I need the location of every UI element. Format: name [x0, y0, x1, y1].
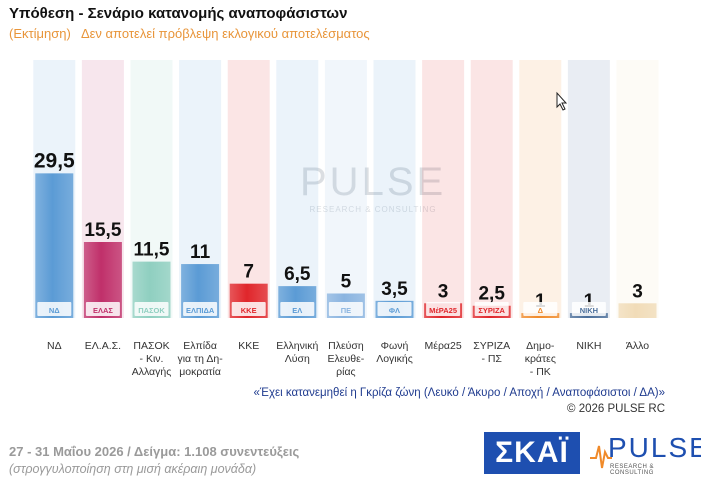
bar-bg-6 [324, 60, 367, 318]
tick-label-10-0: Δημο- [526, 340, 555, 352]
party-logo-bg-0 [37, 302, 72, 316]
bar-bg-8 [422, 60, 465, 318]
party-logo-bg-6 [328, 302, 363, 316]
tick-label-9-1: - ΠΣ [481, 353, 502, 365]
party-logo-bg-1 [85, 302, 120, 316]
party-logo-bg-9 [474, 302, 509, 316]
party-logo-11: ΝΙΚΗ [580, 306, 598, 315]
value-label-2: 11,5 [134, 240, 170, 261]
party-logo-bg-10 [523, 302, 558, 316]
pulse-wave-icon [590, 445, 612, 469]
skai-logo: ΣΚΑΪ [484, 432, 580, 474]
tick-label-2-0: ΠΑΣΟΚ [133, 340, 169, 352]
value-label-1: 15,5 [84, 220, 121, 241]
party-logo-1: ΕΛΑΣ [93, 306, 113, 315]
tick-label-1-0: ΕΛ.Α.Σ. [85, 340, 121, 352]
value-label-10: 1 [535, 291, 546, 312]
tick-label-11-0: ΝΙΚΗ [576, 340, 601, 352]
party-logo-10: Δ [538, 306, 544, 315]
party-logo-bg-3 [183, 302, 218, 316]
rounding-note: (στρογγυλοποίηση στη μισή ακέραιη μονάδα… [9, 462, 257, 476]
tick-label-5-1: Λύση [285, 353, 310, 365]
sample-info: 27 - 31 Μαΐου 2026 / Δείγμα: 1.108 συνεν… [9, 444, 300, 459]
tick-label-10-1: κράτες [525, 353, 556, 365]
tick-label-8-0: Μέρα25 [425, 340, 462, 352]
bar-bg-12 [616, 60, 659, 318]
party-logo-3: ΕΛΠΙΔΑ [186, 306, 215, 315]
party-logo-bg-4 [231, 302, 266, 316]
party-logo-9: ΣΥΡΙΖΑ [478, 306, 505, 315]
bar-bg-10 [519, 60, 562, 318]
value-label-12: 3 [632, 281, 643, 302]
bar-0 [35, 173, 74, 318]
tick-label-6-1: Ελευθε- [328, 353, 365, 365]
party-logo-6: ΠΕ [341, 306, 351, 315]
bar-bg-11 [567, 60, 610, 318]
bar-bg-9 [470, 60, 513, 318]
copyright-text: © 2026 PULSE RC [567, 403, 665, 415]
party-logo-5: ΕΛ [292, 306, 302, 315]
bar-bg-5 [276, 60, 319, 318]
mouse-cursor-icon [556, 91, 568, 111]
party-logo-0: ΝΔ [49, 306, 60, 315]
tick-label-0-0: ΝΔ [47, 340, 62, 352]
tick-label-9-0: ΣΥΡΙΖΑ [473, 340, 510, 352]
party-logo-bg-8 [426, 302, 461, 316]
chart-subtitle: (Εκτίμηση) Δεν αποτελεί πρόβλεψη εκλογικ… [9, 26, 370, 41]
value-label-8: 3 [438, 281, 449, 302]
distribution-footnote: «Έχει κατανεμηθεί η Γκρίζα ζώνη (Λευκό /… [253, 387, 665, 399]
tick-label-7-0: Φωνή [381, 340, 409, 352]
tick-label-3-1: για τη Δη- [177, 353, 223, 365]
party-logo-8: ΜέΡΑ25 [429, 306, 457, 315]
value-label-11: 1 [584, 291, 595, 312]
pulse-logo-subtext: RESEARCH & CONSULTING [610, 464, 655, 476]
tick-label-12-0: Άλλο [626, 340, 649, 352]
party-logo-bg-11 [571, 302, 606, 316]
tick-label-3-2: μοκρατία [179, 366, 221, 378]
value-label-5: 6,5 [284, 264, 311, 285]
value-label-6: 5 [341, 271, 352, 292]
tick-label-5-0: Ελληνική [276, 340, 318, 352]
tick-label-3-0: Ελπίδα [183, 340, 217, 352]
party-logo-2: ΠΑΣΟΚ [138, 306, 165, 315]
tick-label-6-2: ρίας [336, 366, 355, 378]
tick-label-4-0: ΚΚΕ [238, 340, 259, 352]
party-logo-4: ΚΚΕ [241, 306, 257, 315]
party-logo-bg-2 [134, 302, 169, 316]
watermark-main: PULSE [300, 160, 447, 204]
chart-title: Υπόθεση - Σενάριο κατανομής αναποφάσιστω… [9, 5, 348, 22]
tick-label-10-2: - ΠΚ [530, 366, 551, 378]
pulse-watermark: PULSE RESEARCH & CONSULTING [300, 160, 446, 214]
party-logo-bg-5 [280, 302, 315, 316]
party-logo-7: ΦΛ [389, 306, 400, 315]
value-label-9: 2,5 [478, 284, 505, 305]
value-label-3: 11 [190, 242, 211, 263]
bar-bg-4 [227, 60, 270, 318]
tick-label-7-1: Λογικής [376, 353, 413, 365]
tick-label-2-2: Αλλαγής [132, 366, 172, 378]
value-label-4: 7 [243, 262, 254, 283]
bar-bg-7 [373, 60, 416, 318]
value-label-0: 29,5 [34, 149, 75, 172]
pulse-logo-text: PULSE [608, 432, 701, 463]
tick-label-2-1: - Κιν. [140, 353, 164, 365]
pulse-logo: PULSE RESEARCH & CONSULTING [590, 432, 701, 476]
value-label-7: 3,5 [381, 279, 408, 300]
party-logo-bg-7 [377, 302, 412, 316]
bar-12 [618, 303, 657, 318]
watermark-sub: RESEARCH & CONSULTING [309, 205, 437, 214]
tick-label-6-0: Πλεύση [328, 340, 364, 352]
